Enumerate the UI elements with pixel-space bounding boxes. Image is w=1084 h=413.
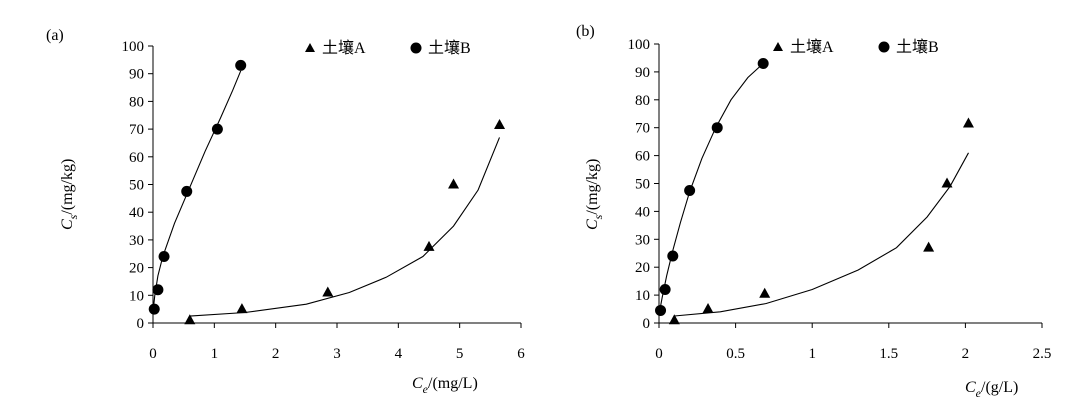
x-tick-label: 3 (333, 346, 341, 362)
x-tick-label: 0 (655, 346, 663, 362)
y-axis-unit: /(mg/kg) (59, 159, 76, 215)
x-tick-label: 1.5 (879, 346, 898, 362)
data-point-soil-b (235, 59, 247, 71)
y-tick-label: 80 (129, 94, 144, 110)
y-axis-label: Cs/(mg/kg) (584, 159, 605, 230)
y-tick-label: 20 (129, 261, 144, 277)
data-point-soil-b (757, 58, 769, 70)
y-tick-label: 90 (635, 65, 650, 81)
x-axis-symbol: C (965, 379, 976, 396)
x-tick-label: 6 (517, 346, 525, 362)
y-tick-label: 60 (129, 150, 144, 166)
legend-label: 土壤A (322, 38, 366, 57)
legend: 土壤A 土壤B (305, 38, 471, 57)
y-tick-label: 10 (129, 288, 144, 304)
y-tick-label: 20 (635, 260, 650, 276)
fit-curve-soil-a (189, 137, 501, 317)
x-tick-label: 1 (808, 346, 816, 362)
data-point-soil-a (702, 303, 714, 314)
x-tick-label: 0 (149, 346, 157, 362)
data-point-soil-b (655, 304, 667, 316)
data-point-soil-a (448, 178, 460, 189)
y-tick-label: 0 (643, 316, 651, 332)
y-axis-subscript: s (591, 214, 605, 219)
x-tick-label: 2 (272, 346, 280, 362)
data-point-soil-b (181, 185, 193, 197)
data-point-soil-a (236, 303, 248, 314)
legend-marker-triangle (773, 42, 783, 51)
x-tick-label: 4 (395, 346, 403, 362)
y-tick-label: 60 (635, 149, 650, 165)
y-tick-label: 100 (628, 37, 651, 53)
data-point-soil-b (667, 250, 679, 262)
data-point-soil-b (711, 122, 723, 134)
y-tick-label: 70 (129, 122, 144, 138)
y-axis-unit: /(mg/kg) (584, 159, 601, 215)
legend-label: 土壤B (428, 38, 471, 57)
x-axis-label: Ce/(mg/L) (412, 375, 478, 396)
data-point-soil-a (941, 177, 953, 188)
legend-label: 土壤B (896, 37, 939, 56)
x-axis-unit: /(mg/L) (428, 375, 478, 392)
data-point-soil-a (322, 286, 334, 297)
x-tick-label: 2 (962, 346, 970, 362)
y-axis-symbol: C (584, 219, 601, 230)
y-tick-label: 10 (635, 288, 650, 304)
fit-curve-soil-a (674, 152, 969, 317)
y-tick-label: 100 (122, 39, 145, 55)
y-tick-label: 90 (129, 67, 144, 83)
y-tick-label: 50 (635, 177, 650, 193)
data-point-soil-a (668, 314, 680, 325)
legend-marker-circle (410, 42, 422, 54)
y-tick-label: 0 (137, 316, 145, 332)
x-axis-symbol: C (412, 375, 423, 392)
legend-marker-circle (878, 41, 890, 53)
data-point-soil-a (423, 240, 435, 251)
data-point-soil-b (684, 184, 696, 196)
y-tick-label: 50 (129, 178, 144, 194)
data-point-soil-a (759, 287, 771, 298)
y-axis-label: Cs/(mg/kg) (59, 159, 80, 230)
y-tick-label: 40 (129, 205, 144, 221)
panel-label: (a) (46, 27, 64, 44)
data-point-soil-b (659, 284, 671, 296)
x-tick-label: 5 (456, 346, 464, 362)
data-point-soil-b (211, 123, 223, 135)
fit-curve-soil-b (152, 70, 242, 312)
x-axis-subscript: e (976, 386, 982, 400)
y-tick-label: 80 (635, 93, 650, 109)
y-tick-label: 30 (635, 232, 650, 248)
chart-panel-a: (a) 0 10 20 30 40 50 60 70 80 90 100 0 1 2 3 4 5 6 Ce/(mg/L… (46, 27, 525, 396)
x-tick-label: 2.5 (1033, 346, 1052, 362)
data-point-soil-b (152, 284, 164, 296)
y-tick-label: 40 (635, 204, 650, 220)
x-tick-label: 0.5 (726, 346, 745, 362)
legend-label: 土壤A (790, 37, 834, 56)
data-point-soil-a (923, 241, 935, 252)
x-axis-unit: /(g/L) (981, 379, 1018, 396)
data-point-soil-b (158, 251, 170, 263)
x-tick-label: 1 (211, 346, 219, 362)
legend-marker-triangle (305, 43, 315, 52)
y-tick-label: 30 (129, 233, 144, 249)
x-axis-subscript: e (423, 382, 429, 396)
data-point-soil-a (184, 314, 196, 325)
legend: 土壤A 土壤B (773, 37, 939, 56)
y-tick-label: 70 (635, 121, 650, 137)
data-point-soil-a (494, 118, 506, 129)
x-axis-label: Ce/(g/L) (965, 379, 1018, 400)
y-axis-subscript: s (66, 214, 80, 219)
y-axis-symbol: C (59, 219, 76, 230)
fit-curve-soil-b (658, 63, 764, 315)
data-point-soil-b (148, 303, 160, 315)
panel-label: (b) (576, 23, 595, 40)
data-point-soil-a (962, 117, 974, 128)
